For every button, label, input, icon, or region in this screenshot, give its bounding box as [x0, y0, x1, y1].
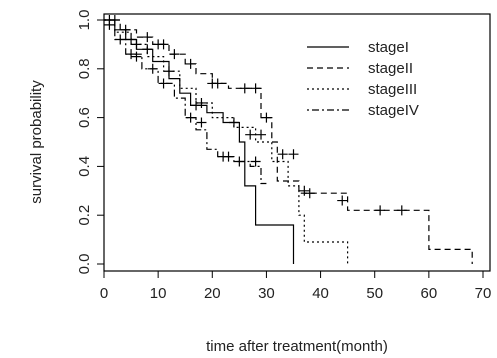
- y-tick-label: 0.6: [76, 107, 93, 128]
- legend-label-stageIV: stageIV: [368, 102, 419, 119]
- censor-mark: [115, 34, 126, 45]
- series-stageII: [104, 15, 473, 264]
- censor-mark: [277, 149, 288, 160]
- censor-mark: [375, 205, 386, 216]
- y-tick-label: 0.2: [76, 205, 93, 226]
- censor-mark: [191, 100, 202, 111]
- censor-mark: [142, 32, 153, 43]
- x-tick-label: 40: [312, 285, 329, 302]
- y-tick-label: 1.0: [76, 10, 93, 31]
- y-tick-label: 0.8: [76, 58, 93, 79]
- x-tick-label: 0: [100, 285, 108, 302]
- x-tick-label: 10: [150, 285, 167, 302]
- censor-mark: [299, 185, 310, 196]
- series-line-stageII: [104, 19, 473, 264]
- censor-mark: [169, 49, 180, 60]
- legend-label-stageI: stageI: [368, 39, 409, 56]
- series-layer: [104, 15, 473, 264]
- series-stageIV: [104, 19, 267, 185]
- censor-mark: [223, 151, 234, 162]
- censor-mark: [304, 188, 315, 199]
- x-axis: 0 10 20 30 40 50 60 70: [100, 270, 492, 302]
- x-axis-title: time after treatment(month): [206, 338, 388, 355]
- censor-mark: [396, 205, 407, 216]
- censor-mark: [256, 129, 267, 140]
- x-tick-label: 20: [204, 285, 221, 302]
- x-tick-label: 30: [258, 285, 275, 302]
- censor-mark: [147, 63, 158, 74]
- plot-frame: [103, 13, 491, 272]
- y-tick-label: 0.0: [76, 254, 93, 275]
- censor-mark: [196, 117, 207, 128]
- censor-mark: [245, 129, 256, 140]
- y-axis: 0.0 0.2 0.4 0.6 0.8 1.0: [76, 10, 105, 275]
- censor-mark: [250, 156, 261, 167]
- legend: stageI stageII stageIII stageIV: [307, 39, 419, 119]
- censor-mark: [104, 19, 115, 30]
- censor-mark: [234, 156, 245, 167]
- censor-mark: [250, 83, 261, 94]
- x-tick-label: 70: [475, 285, 492, 302]
- censor-mark: [185, 58, 196, 69]
- x-tick-label: 50: [366, 285, 383, 302]
- censor-mark: [158, 39, 169, 50]
- censor-mark: [288, 149, 299, 160]
- series-line-stageIV: [104, 19, 267, 185]
- censor-mark: [185, 112, 196, 123]
- censor-mark: [158, 78, 169, 89]
- legend-label-stageII: stageII: [368, 60, 413, 77]
- censor-mark: [212, 78, 223, 89]
- censor-mark: [163, 66, 174, 77]
- series-line-stageIII: [104, 19, 349, 264]
- censor-mark: [126, 49, 137, 60]
- y-tick-label: 0.4: [76, 156, 93, 177]
- censor-mark: [131, 51, 142, 62]
- censor-mark: [337, 195, 348, 206]
- censor-mark: [196, 97, 207, 108]
- censor-mark: [120, 24, 131, 35]
- censor-mark: [261, 112, 272, 123]
- legend-label-stageIII: stageIII: [368, 81, 417, 98]
- censor-mark: [239, 83, 250, 94]
- series-stageIII: [104, 19, 349, 264]
- censor-mark: [131, 39, 142, 50]
- y-axis-title: survival probability: [28, 80, 45, 204]
- x-tick-label: 60: [421, 285, 438, 302]
